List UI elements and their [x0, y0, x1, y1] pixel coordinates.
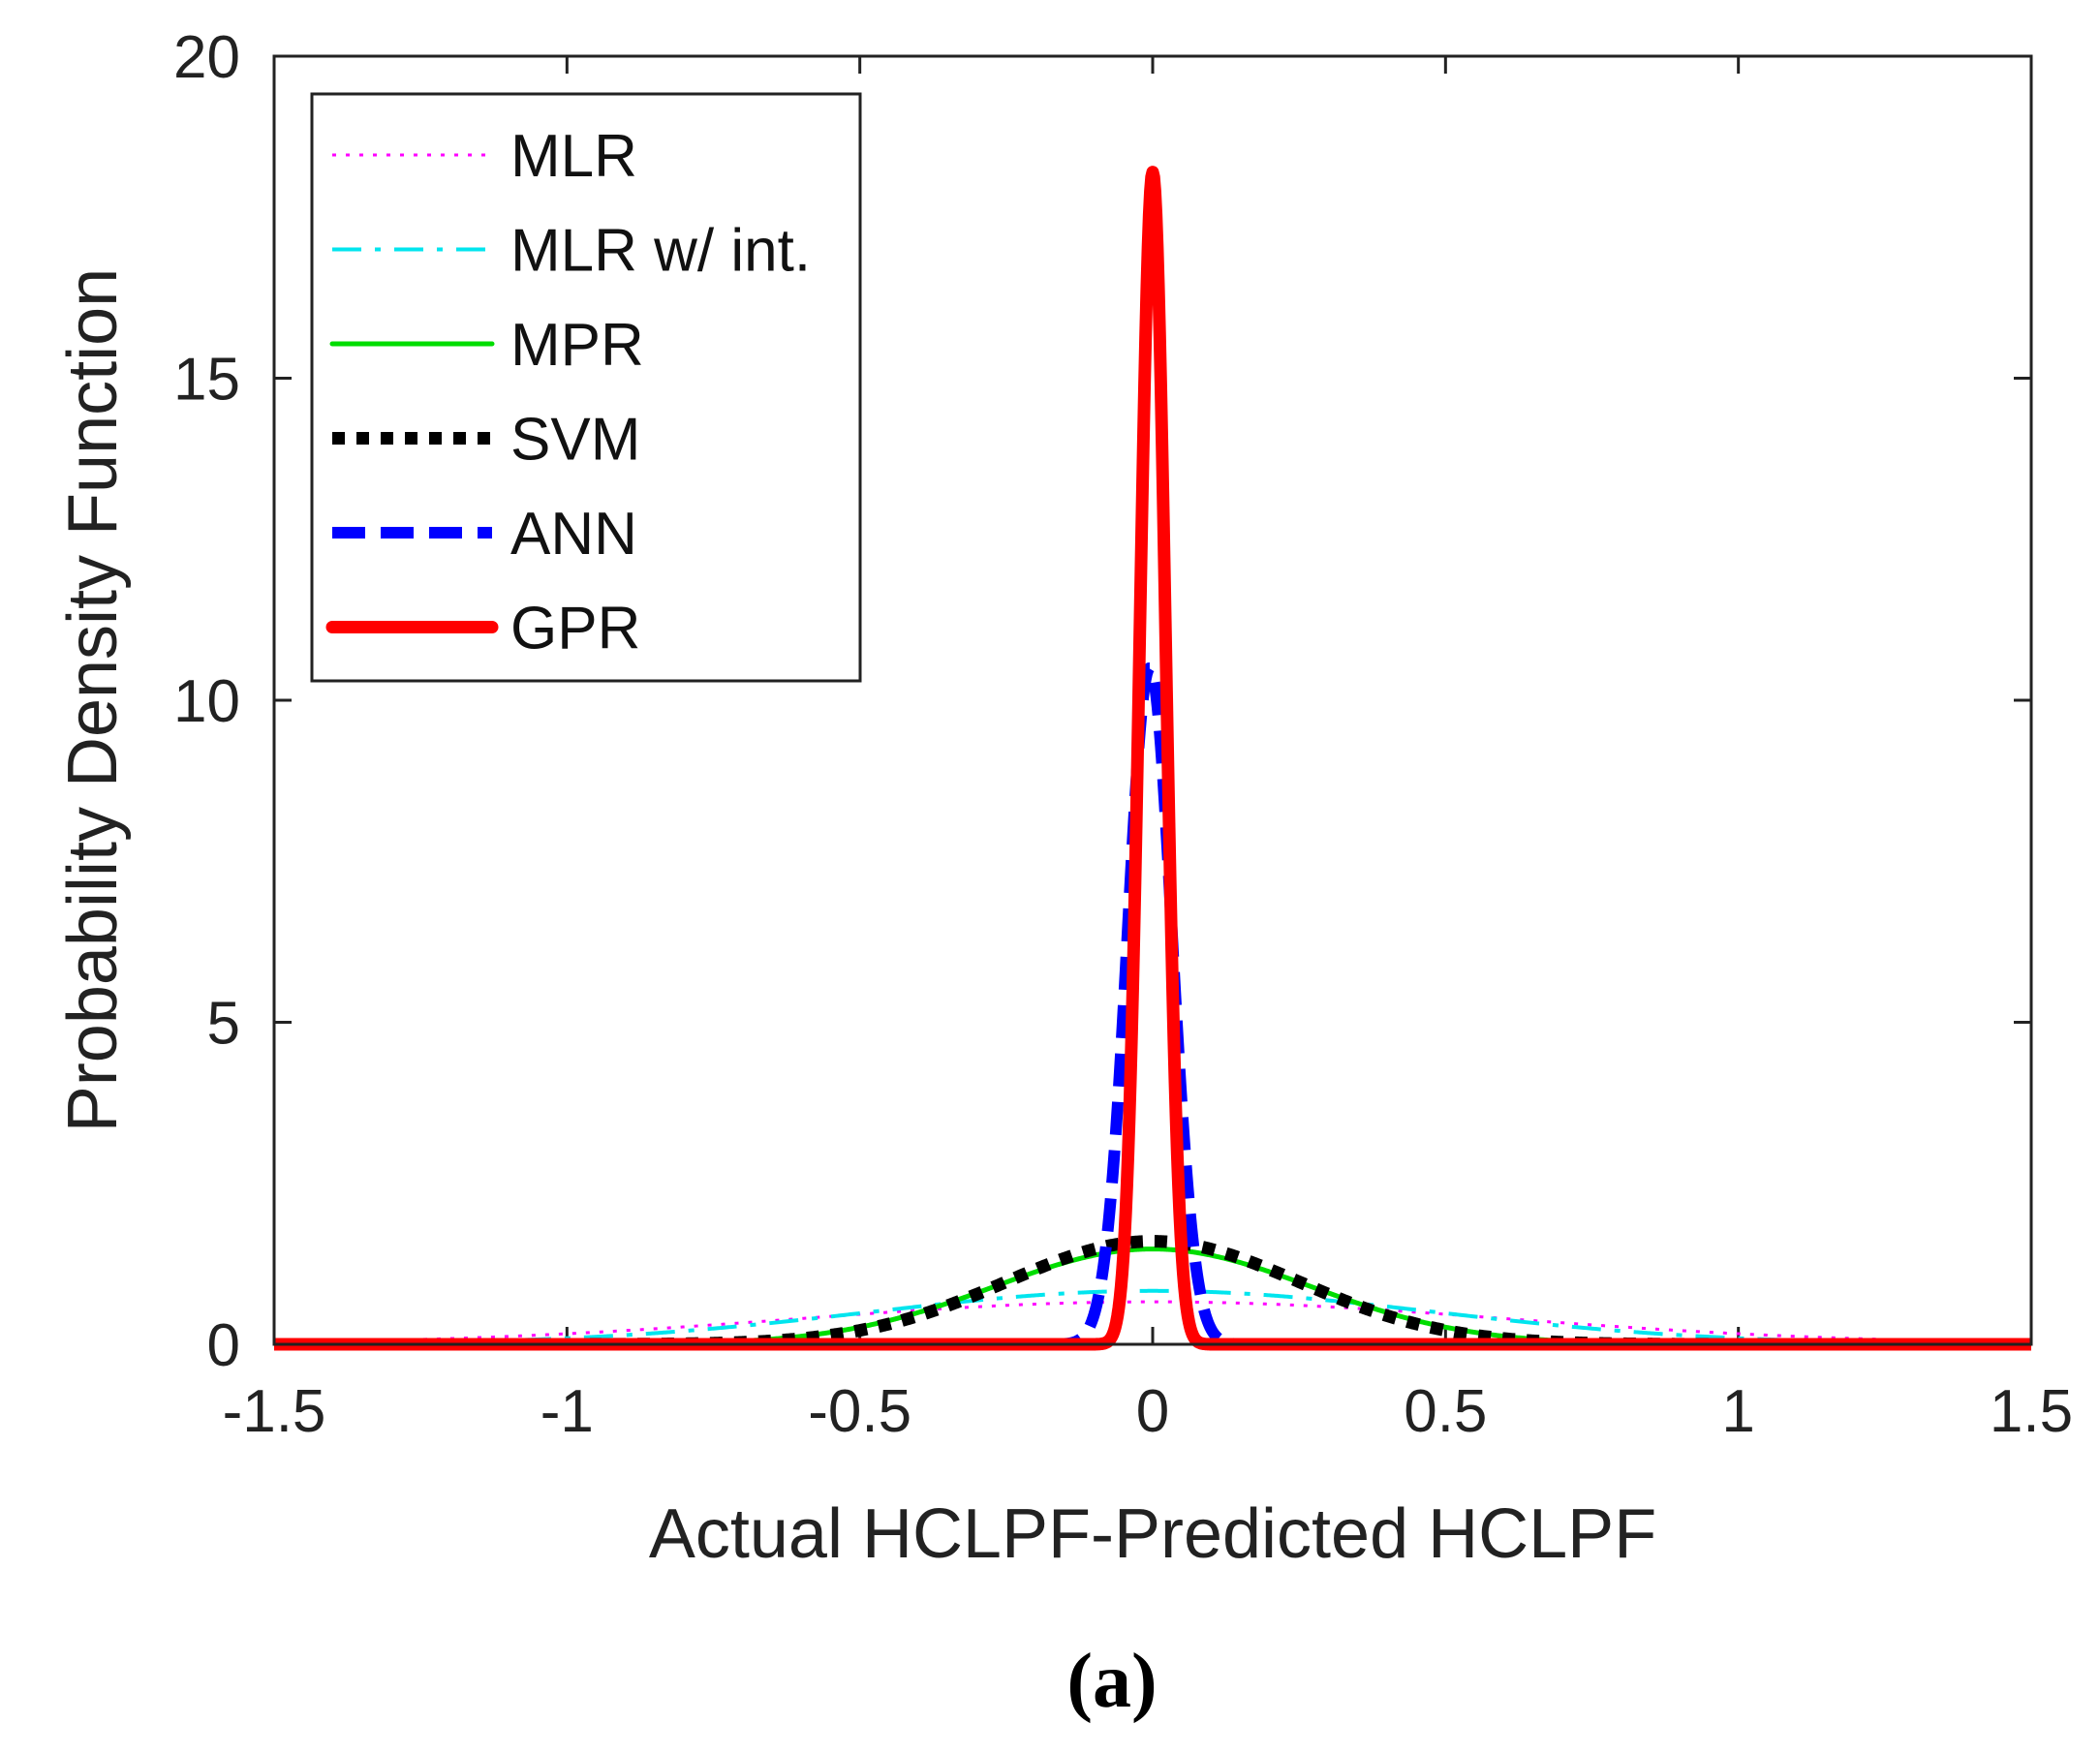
y-tick-label: 0 [207, 1312, 240, 1379]
plot-frame [272, 54, 2033, 1346]
legend-label: MPR [510, 312, 644, 379]
x-tick-label: 0.5 [1404, 1378, 1487, 1445]
legend-label: GPR [510, 596, 640, 662]
x-tick-label: -1.5 [223, 1378, 326, 1445]
x-tick-label: 1.5 [1990, 1378, 2073, 1445]
legend-box [310, 92, 862, 683]
x-tick-label: 0 [1136, 1378, 1169, 1445]
x-tick-label: -0.5 [808, 1378, 911, 1445]
y-tick-label: 15 [173, 347, 240, 414]
x-tick-label: -1 [540, 1378, 594, 1445]
x-axis-title: Actual HCLPF-Predicted HCLPF [649, 1495, 1656, 1573]
y-tick-label: 10 [173, 668, 240, 735]
series-mlr [274, 1300, 2031, 1344]
legend-label: SVM [510, 407, 640, 474]
legend-label: ANN [510, 501, 637, 568]
legend-label: MLR [510, 123, 637, 190]
tick-labels: -1.5 -1 -0.5 0 0.5 1 1.5 0 5 10 15 20 [173, 24, 2073, 1445]
y-tick-label: 20 [173, 24, 240, 91]
legend-label: MLR w/ int. [510, 218, 811, 285]
x-tick-label: 1 [1721, 1378, 1754, 1445]
legend: MLR MLR w/ int. MPR SVM ANN GPR [310, 92, 862, 683]
figure-caption: (a) [1066, 1639, 1157, 1724]
y-axis-title: Probability Density Function [54, 268, 132, 1132]
y-tick-label: 5 [207, 991, 240, 1058]
